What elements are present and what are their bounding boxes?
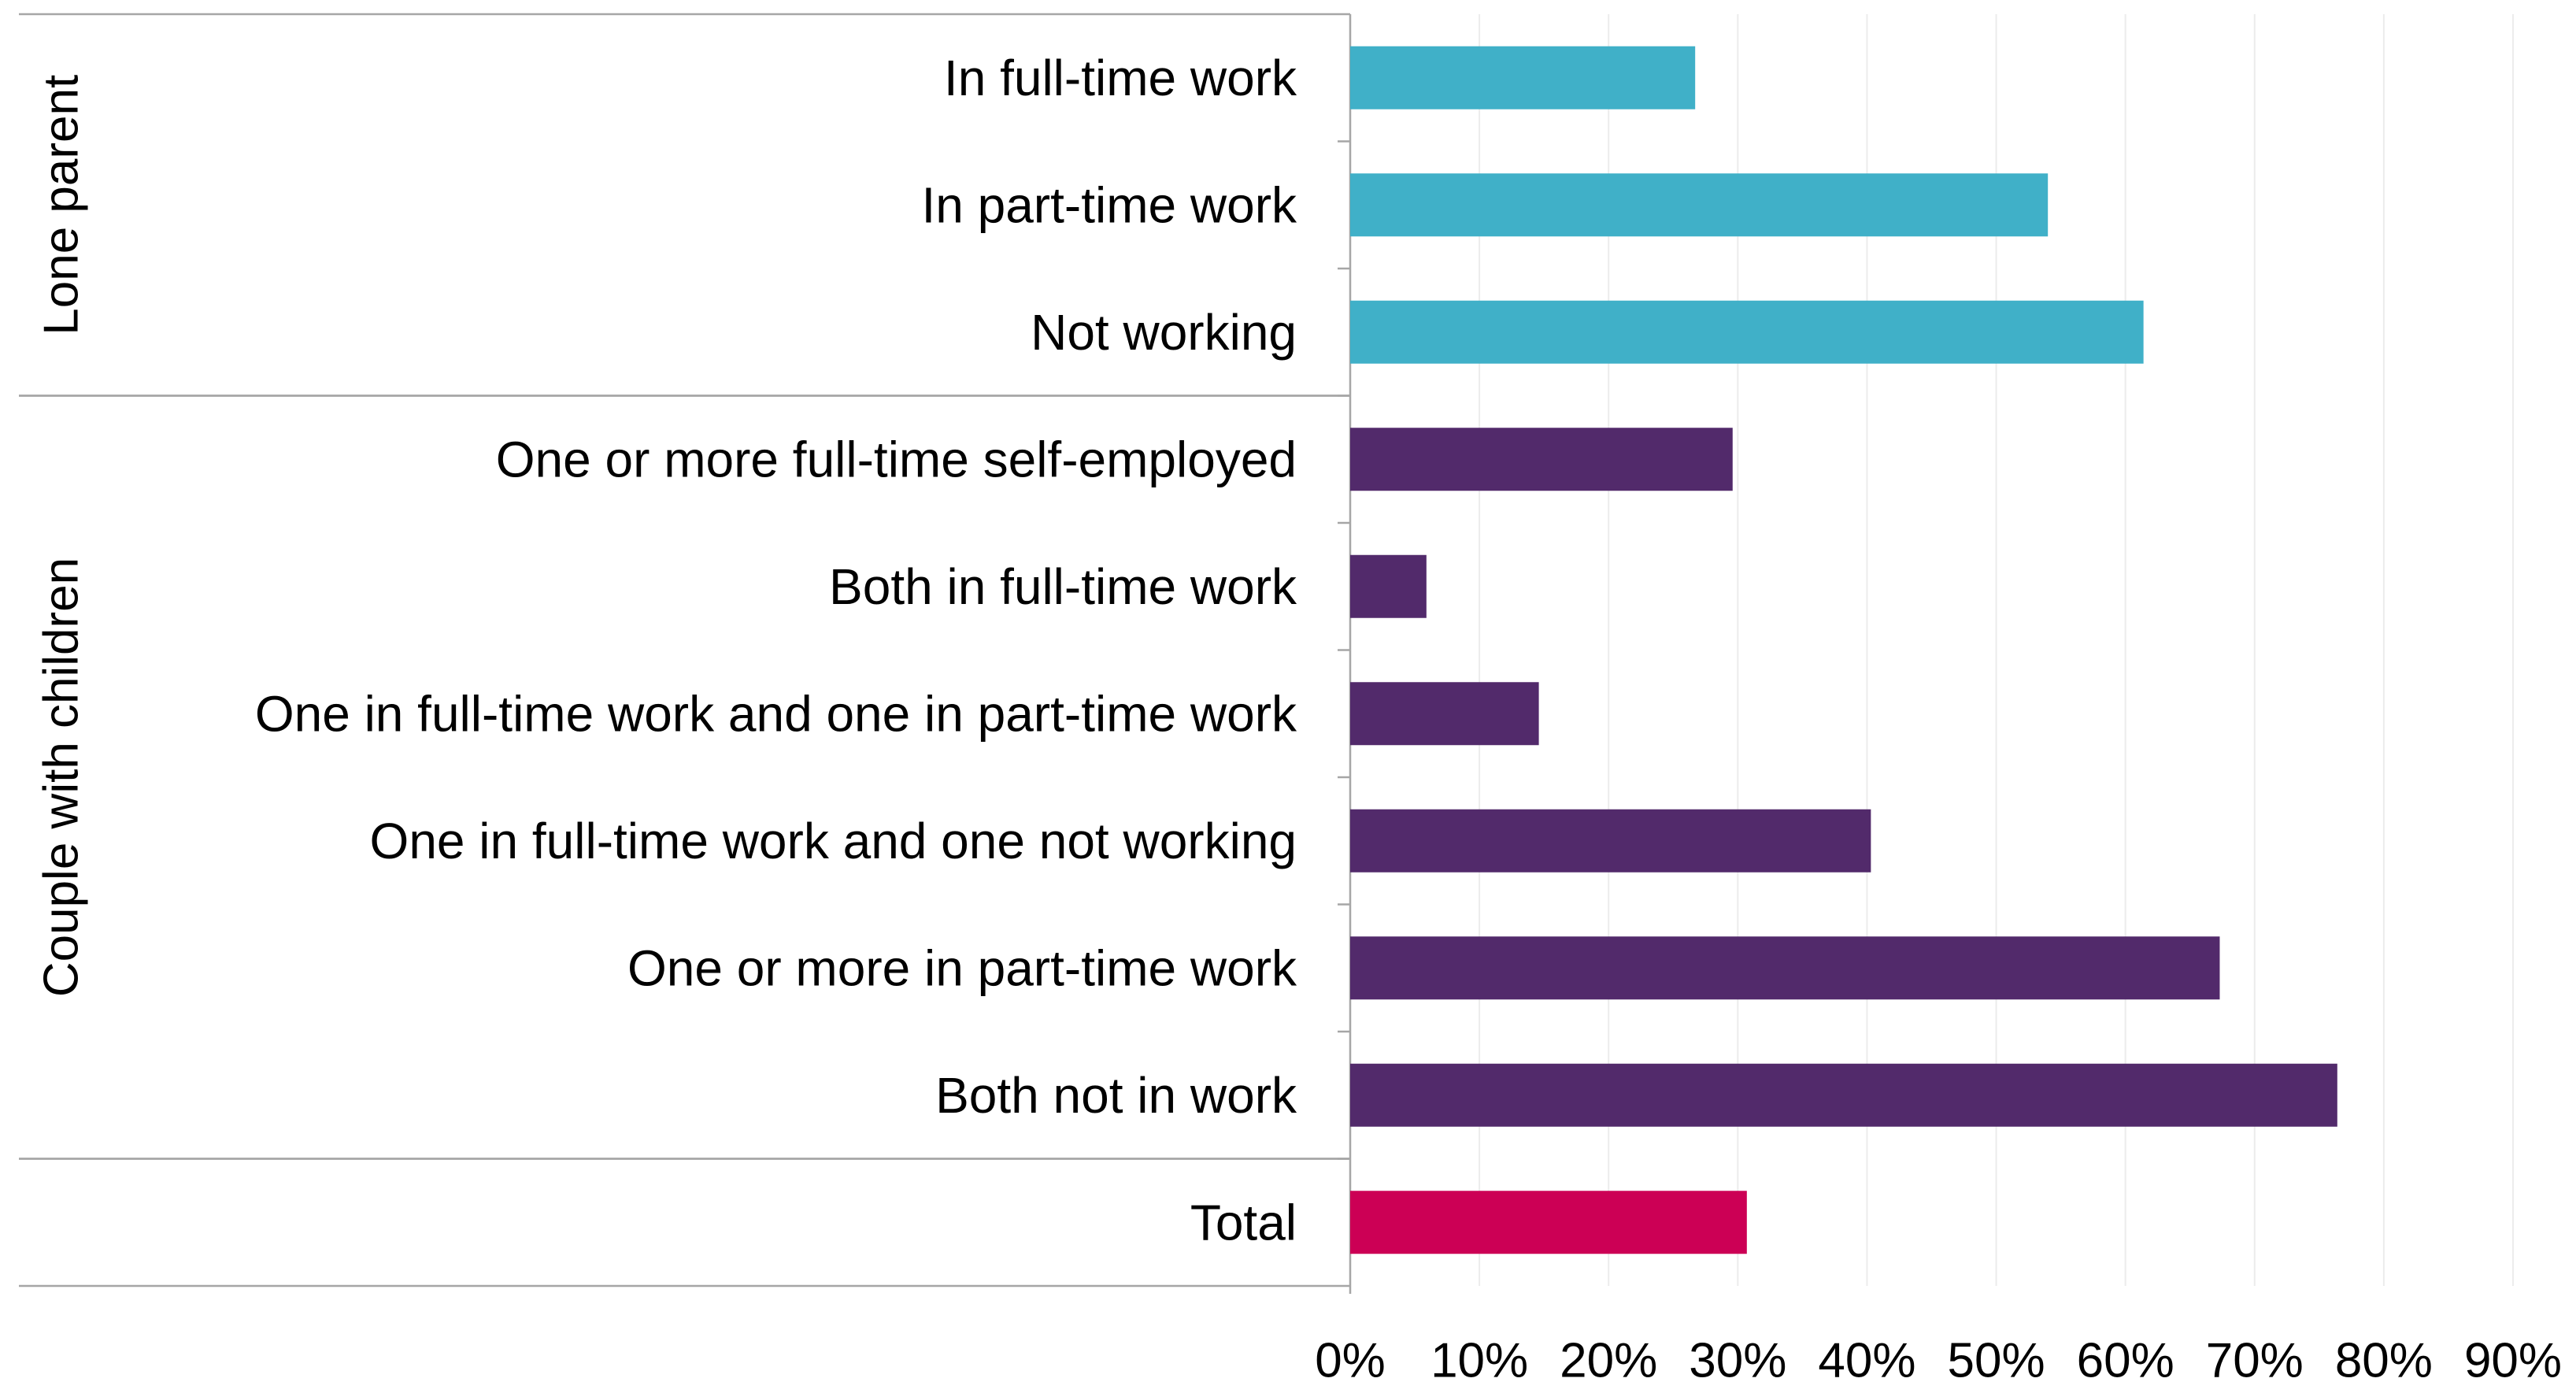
x-tick-label: 20% (1560, 1334, 1657, 1382)
x-axis-ticks: 0% 10% 20% 30% 40% 50% 60% 70% 80% 90% (1315, 1334, 2562, 1382)
x-tick-label: 30% (1689, 1334, 1786, 1382)
bar (1350, 46, 1696, 109)
group-label: Couple with children (35, 558, 89, 997)
category-labels: In full-time work In part-time work Not wo… (255, 50, 1297, 1251)
x-tick-label: 50% (1948, 1334, 2045, 1382)
bar (1350, 428, 1733, 491)
x-tick-label: 60% (2077, 1334, 2174, 1382)
x-tick-label: 40% (1818, 1334, 1915, 1382)
group-labels: Lone parent Couple with children (35, 75, 89, 997)
category-label: Total (1190, 1194, 1297, 1250)
category-label: Both in full-time work (829, 558, 1297, 615)
bar (1350, 682, 1539, 746)
bar (1350, 936, 2220, 1000)
x-tick-label: 10% (1430, 1334, 1528, 1382)
bar (1350, 809, 1871, 873)
group-label: Lone parent (35, 75, 89, 335)
x-tick-label: 0% (1315, 1334, 1386, 1382)
category-label: One in full-time work and one not workin… (370, 813, 1297, 869)
bars (1350, 46, 2337, 1254)
bar (1350, 554, 1427, 618)
category-label: One or more in part-time work (627, 939, 1297, 996)
bar (1350, 173, 2049, 237)
x-tick-label: 70% (2206, 1334, 2304, 1382)
bar (1350, 1063, 2337, 1127)
bar (1350, 300, 2144, 364)
x-tick-label: 90% (2464, 1334, 2562, 1382)
bar (1350, 1191, 1747, 1254)
category-label: Both not in work (935, 1067, 1297, 1124)
category-label: In part-time work (921, 176, 1297, 233)
category-label: One or more full-time self-employed (496, 431, 1297, 487)
category-label: One in full-time work and one in part-ti… (255, 685, 1297, 742)
x-tick-label: 80% (2335, 1334, 2433, 1382)
category-label: In full-time work (944, 50, 1297, 106)
category-label: Not working (1031, 304, 1297, 361)
